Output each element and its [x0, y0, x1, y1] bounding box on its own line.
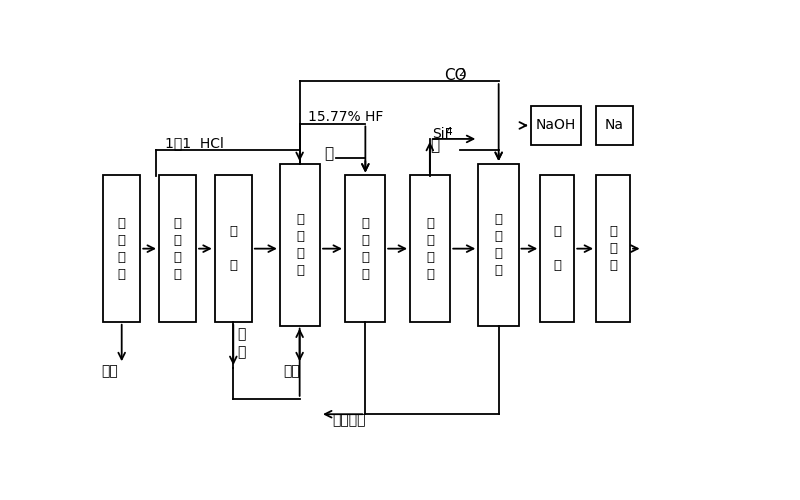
Text: 水: 水: [430, 138, 439, 153]
Bar: [214, 176, 252, 322]
Text: 15.77% HF: 15.77% HF: [308, 110, 383, 124]
Bar: [596, 176, 630, 322]
Text: 2: 2: [458, 68, 465, 78]
Bar: [159, 176, 196, 322]
Bar: [540, 176, 574, 322]
Text: 4: 4: [446, 128, 452, 138]
Text: 水: 水: [325, 146, 334, 162]
Bar: [345, 176, 386, 322]
Bar: [596, 106, 634, 144]
Bar: [280, 164, 320, 326]
Bar: [531, 106, 581, 144]
Text: 一
次
酸
化: 一 次 酸 化: [296, 213, 304, 277]
Text: 烘

干: 烘 干: [554, 225, 562, 272]
Bar: [103, 176, 140, 322]
Text: Na: Na: [605, 118, 624, 132]
Text: 一次酸化: 一次酸化: [333, 413, 366, 427]
Text: SiF: SiF: [432, 128, 453, 141]
Text: 碱

洗: 碱 洗: [230, 225, 238, 272]
Text: 真
空
抽
滤: 真 空 抽 滤: [494, 213, 502, 277]
Text: 马
弗
炉: 马 弗 炉: [609, 225, 617, 272]
Text: 沙石: 沙石: [102, 364, 118, 378]
Bar: [410, 176, 450, 322]
Text: 1：1  HCl: 1：1 HCl: [165, 136, 224, 150]
Text: 滤
液: 滤 液: [238, 327, 246, 359]
Text: CO: CO: [444, 68, 466, 83]
Text: 真
空
抽
滤: 真 空 抽 滤: [174, 216, 182, 280]
Text: 真
空
抽
滤: 真 空 抽 滤: [361, 216, 369, 280]
Bar: [478, 164, 518, 326]
Text: 二
次
酸
化: 二 次 酸 化: [426, 216, 434, 280]
Text: NaOH: NaOH: [535, 118, 576, 132]
Text: 沙石: 沙石: [283, 364, 300, 378]
Text: 水
洗
除
沙: 水 洗 除 沙: [118, 216, 126, 280]
